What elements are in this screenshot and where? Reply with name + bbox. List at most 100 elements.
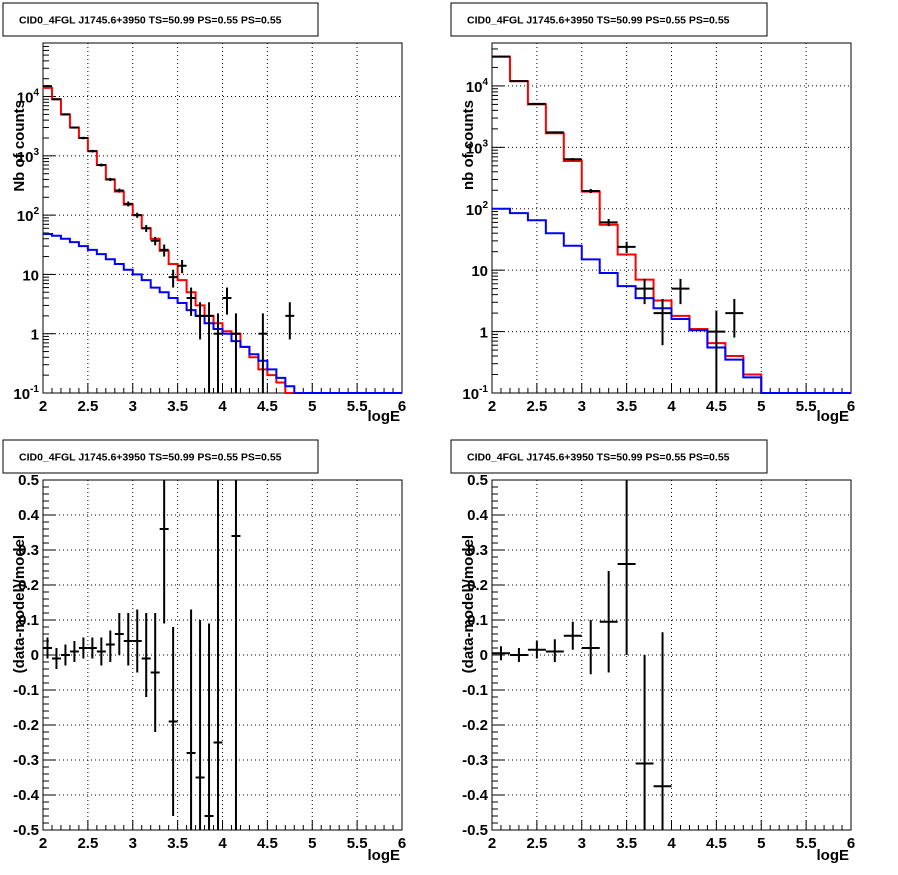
data-point — [132, 212, 142, 218]
y-tick-label: 0.2 — [18, 577, 39, 594]
data-point — [581, 620, 600, 675]
y-tick-label: 0.4 — [18, 507, 40, 524]
series-line-blue — [492, 207, 851, 394]
x-tick-label: 3 — [578, 835, 586, 852]
data-point — [258, 313, 268, 393]
data-point — [617, 241, 636, 254]
x-axis-label: logE — [368, 408, 401, 425]
data-point — [60, 113, 70, 116]
data-point — [213, 480, 223, 830]
y-tick-label: 0.1 — [467, 612, 488, 629]
y-axis-label: (data-model)/model — [460, 535, 477, 673]
data-point — [231, 480, 241, 830]
data-point — [105, 630, 115, 662]
y-tick-label: 102 — [466, 200, 489, 219]
x-tick-label: 4.5 — [706, 835, 727, 852]
y-tick-label: -0.5 — [462, 822, 488, 839]
data-point — [231, 313, 241, 393]
chart-title-box — [450, 2, 768, 37]
chart-2: CID0_4FGL J1745.6+3950 TS=50.99 PS=0.55 … — [450, 2, 855, 425]
data-point — [581, 188, 600, 194]
data-point — [43, 85, 52, 88]
x-tick-label: 5 — [757, 398, 765, 415]
x-tick-label: 4.5 — [706, 398, 727, 415]
x-axis-label: logE — [817, 847, 850, 864]
x-tick-label: 2 — [488, 835, 496, 852]
y-axis-label: Nb of counts — [11, 100, 28, 192]
data-point — [195, 620, 205, 830]
data-point — [222, 287, 232, 315]
data-point — [168, 269, 178, 288]
y-tick-label: 0.5 — [18, 472, 39, 489]
data-point — [132, 609, 142, 673]
x-tick-label: 5.5 — [347, 835, 368, 852]
data-point — [599, 219, 618, 227]
x-tick-label: 2.5 — [77, 835, 98, 852]
y-tick-label: -0.3 — [13, 752, 39, 769]
chart-1: CID0_4FGL J1745.6+3950 TS=50.99 PS=0.55 … — [2, 2, 406, 425]
y-tick-label: 10-1 — [462, 384, 488, 403]
data-point — [671, 278, 690, 305]
chart-3: CID0_4FGL J1745.6+3950 TS=50.99 PS=0.55 … — [2, 439, 406, 864]
x-axis-label: logE — [817, 408, 850, 425]
chart-title: CID0_4FGL J1745.6+3950 TS=50.99 PS=0.55 … — [467, 452, 730, 464]
chart-title-box — [2, 2, 319, 37]
y-tick-label: 104 — [466, 77, 489, 96]
y-tick-label: 10-1 — [13, 384, 39, 403]
data-point — [563, 621, 582, 650]
y-tick-label: -0.5 — [13, 822, 39, 839]
data-point — [653, 632, 672, 830]
data-point — [141, 225, 151, 232]
y-tick-label: 0.5 — [467, 472, 488, 489]
y-tick-label: 0 — [480, 647, 488, 664]
x-tick-label: 4 — [667, 835, 676, 852]
y-tick-label: 0.3 — [18, 542, 39, 559]
data-point — [51, 98, 61, 101]
y-axis-label: (data-model)/model — [11, 535, 28, 673]
data-point — [114, 613, 124, 655]
x-tick-label: 2.5 — [526, 398, 547, 415]
x-tick-label: 3 — [129, 398, 137, 415]
data-point — [509, 648, 528, 662]
data-point — [96, 163, 106, 167]
data-point — [509, 80, 528, 83]
x-tick-label: 3 — [578, 398, 586, 415]
data-point — [635, 655, 654, 830]
chart-title: CID0_4FGL J1745.6+3950 TS=50.99 PS=0.55 … — [19, 452, 282, 464]
data-point — [159, 244, 169, 257]
x-tick-label: 2 — [488, 398, 496, 415]
y-tick-label: 0 — [31, 647, 39, 664]
data-point — [285, 302, 295, 340]
x-tick-label: 6 — [398, 398, 406, 415]
y-tick-label: 103 — [17, 147, 40, 166]
data-point — [186, 287, 196, 316]
y-tick-label: 102 — [17, 206, 40, 225]
data-point — [213, 313, 223, 393]
y-tick-label: 10 — [471, 263, 488, 280]
data-point — [599, 571, 618, 673]
data-point — [60, 644, 70, 666]
x-tick-label: 5.5 — [796, 835, 817, 852]
data-point — [177, 260, 187, 274]
x-tick-label: 6 — [847, 398, 855, 415]
x-tick-label: 4 — [218, 835, 227, 852]
x-tick-label: 3.5 — [616, 835, 637, 852]
data-point — [123, 613, 133, 666]
data-point — [725, 298, 744, 338]
x-tick-label: 3.5 — [167, 835, 188, 852]
x-tick-label: 5 — [757, 835, 765, 852]
y-tick-label: -0.1 — [13, 682, 39, 699]
y-tick-label: -0.1 — [462, 682, 488, 699]
y-tick-label: 1 — [31, 327, 39, 344]
data-point — [186, 609, 196, 830]
x-tick-label: 2 — [39, 835, 47, 852]
x-tick-label: 4.5 — [257, 398, 278, 415]
data-point — [69, 126, 79, 129]
data-point — [150, 236, 160, 246]
x-axis-label: logE — [368, 847, 401, 864]
data-point — [78, 136, 88, 140]
y-tick-label: 1 — [480, 325, 488, 342]
y-axis-label: nb of counts — [460, 100, 477, 190]
data-point — [195, 302, 205, 340]
